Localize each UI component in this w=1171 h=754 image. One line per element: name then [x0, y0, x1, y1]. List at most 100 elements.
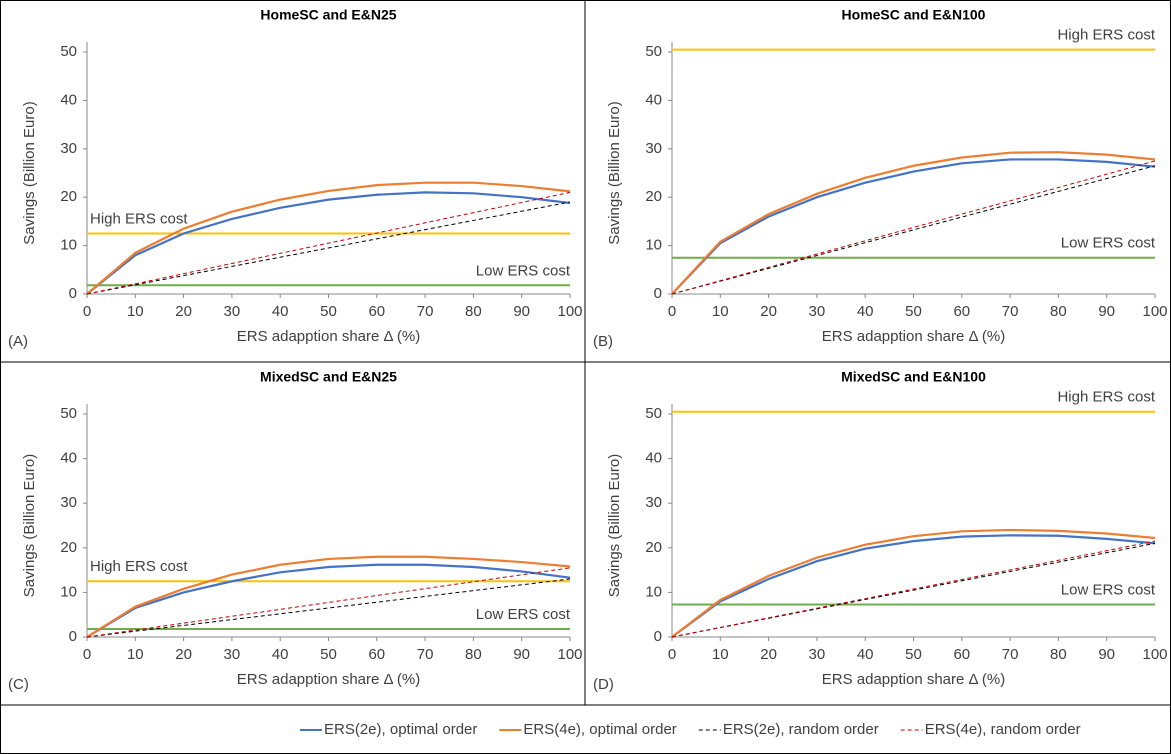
x-tick-label: 80 [465, 646, 482, 663]
series-line [86, 201, 571, 295]
x-tick-label: 0 [668, 646, 676, 663]
x-tick-label: 60 [368, 303, 385, 320]
x-tick-label: 70 [1002, 646, 1019, 663]
y-tick-label: 0 [69, 285, 77, 302]
y-tick-label: 20 [645, 188, 662, 205]
panel-title: HomeSC and E&N25 [260, 7, 396, 23]
x-tick-label: 30 [809, 646, 826, 663]
y-axis-label: Savings (Billion Euro) [606, 101, 623, 244]
y-tick-label: 10 [60, 583, 77, 600]
x-axis-label: ERS adapption share Δ (%) [822, 328, 1005, 345]
y-axis-label: Savings (Billion Euro) [21, 454, 38, 597]
series-line [671, 534, 1156, 638]
x-tick-label: 60 [953, 303, 970, 320]
panel-title: HomeSC and E&N100 [842, 7, 986, 23]
x-tick-label: 20 [760, 303, 777, 320]
reference-label: High ERS cost [1057, 27, 1155, 44]
y-tick-label: 50 [645, 405, 662, 422]
x-tick-label: 100 [1142, 303, 1167, 320]
x-axis-label: ERS adapption share Δ (%) [822, 671, 1005, 688]
x-tick-label: 0 [668, 303, 676, 320]
reference-label: High ERS cost [90, 210, 188, 227]
x-tick-label: 90 [513, 646, 530, 663]
panel-label: (D) [593, 676, 614, 693]
y-tick-label: 20 [645, 539, 662, 556]
panel-label: (C) [8, 676, 29, 693]
y-tick-label: 10 [645, 583, 662, 600]
x-tick-label: 30 [224, 646, 241, 663]
y-tick-label: 0 [654, 628, 662, 645]
x-tick-label: 20 [760, 646, 777, 663]
series-line [671, 158, 1156, 295]
y-tick-label: 40 [645, 450, 662, 467]
series-line [86, 191, 571, 295]
x-tick-label: 10 [712, 303, 729, 320]
series-line [671, 542, 1156, 638]
legend-label: ERS(2e), optimal order [324, 721, 477, 738]
x-tick-label: 100 [1142, 646, 1167, 663]
series-line [671, 151, 1156, 295]
x-tick-label: 100 [557, 646, 582, 663]
x-tick-label: 30 [809, 303, 826, 320]
series-line [86, 191, 571, 295]
series-line [671, 165, 1156, 295]
y-tick-label: 40 [60, 91, 77, 108]
x-tick-label: 40 [272, 646, 289, 663]
x-tick-label: 40 [857, 646, 874, 663]
reference-label: Low ERS cost [476, 262, 571, 279]
x-tick-label: 0 [83, 646, 91, 663]
x-tick-label: 80 [465, 303, 482, 320]
y-tick-label: 30 [645, 140, 662, 157]
series-line [671, 528, 1156, 638]
reference-label: High ERS cost [1057, 389, 1155, 406]
reference-label: Low ERS cost [1061, 581, 1156, 598]
legend-label: ERS(4e), random order [925, 721, 1081, 738]
x-tick-label: 90 [513, 303, 530, 320]
x-tick-label: 70 [417, 646, 434, 663]
legend-label: ERS(4e), optimal order [523, 721, 676, 738]
y-tick-label: 20 [60, 539, 77, 556]
x-tick-label: 70 [1002, 303, 1019, 320]
y-tick-label: 10 [60, 237, 77, 254]
x-tick-label: 10 [127, 646, 144, 663]
panel-title: MixedSC and E&N25 [260, 369, 397, 385]
x-tick-label: 60 [368, 646, 385, 663]
legend-label: ERS(2e), random order [723, 721, 879, 738]
y-tick-label: 50 [645, 43, 662, 60]
x-tick-label: 50 [905, 303, 922, 320]
x-tick-label: 50 [320, 646, 337, 663]
x-tick-label: 60 [953, 646, 970, 663]
x-tick-label: 100 [557, 303, 582, 320]
series-line [86, 181, 571, 295]
y-tick-label: 40 [60, 450, 77, 467]
x-axis-label: ERS adapption share Δ (%) [237, 671, 420, 688]
x-tick-label: 90 [1098, 303, 1115, 320]
y-tick-label: 30 [60, 494, 77, 511]
series-line [86, 567, 571, 638]
reference-label: Low ERS cost [476, 606, 571, 623]
x-tick-label: 40 [857, 303, 874, 320]
x-tick-label: 50 [320, 303, 337, 320]
x-tick-label: 30 [224, 303, 241, 320]
y-axis-label: Savings (Billion Euro) [21, 101, 38, 244]
y-tick-label: 20 [60, 188, 77, 205]
x-tick-label: 90 [1098, 646, 1115, 663]
y-tick-label: 40 [645, 91, 662, 108]
x-tick-label: 70 [417, 303, 434, 320]
panel-title: MixedSC and E&N100 [841, 369, 986, 385]
panel-label: (B) [593, 333, 613, 350]
reference-label: High ERS cost [90, 558, 188, 575]
x-tick-label: 0 [83, 303, 91, 320]
x-axis-label: ERS adapption share Δ (%) [237, 328, 420, 345]
y-tick-label: 50 [60, 43, 77, 60]
x-tick-label: 20 [175, 303, 192, 320]
y-tick-label: 30 [60, 140, 77, 157]
x-tick-label: 80 [1050, 646, 1067, 663]
series-line [671, 540, 1156, 638]
y-tick-label: 10 [645, 237, 662, 254]
series-line [86, 555, 571, 638]
y-tick-label: 30 [645, 494, 662, 511]
x-tick-label: 20 [175, 646, 192, 663]
